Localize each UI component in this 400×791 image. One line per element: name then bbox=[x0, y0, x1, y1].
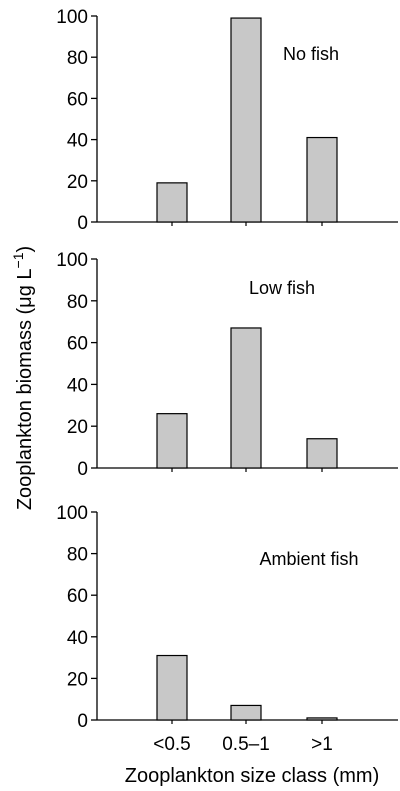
y-tick-label: 20 bbox=[67, 172, 88, 193]
y-tick-label: 100 bbox=[56, 503, 88, 524]
x-tick-label: <0.5 bbox=[153, 734, 191, 755]
x-axis-title: Zooplankton size class (mm) bbox=[125, 765, 380, 787]
panel-ambient-fish: 0 20 40 60 80 100 Ambient fish bbox=[56, 503, 398, 732]
y-axis-title: Zooplankton biomass (μg L−1) bbox=[10, 246, 36, 510]
y-tick-label: 40 bbox=[67, 131, 88, 152]
x-tick-label: 0.5–1 bbox=[222, 734, 270, 755]
panel-label-low-fish: Low fish bbox=[249, 278, 315, 298]
bar-no-fish-3 bbox=[306, 136, 338, 223]
panel-no-fish: 0 20 40 60 80 100 No fish bbox=[56, 7, 398, 234]
y-tick-label: 0 bbox=[77, 711, 88, 732]
y-tick-label: 20 bbox=[67, 417, 88, 438]
y-tick-label: 40 bbox=[67, 628, 88, 649]
y-tick-label: 60 bbox=[67, 334, 88, 355]
panel-low-fish: 0 20 40 60 80 100 Low fish bbox=[56, 250, 398, 480]
x-tick-labels: <0.5 0.5–1 >1 bbox=[153, 734, 333, 755]
panel-label-ambient-fish: Ambient fish bbox=[259, 549, 358, 569]
panel-label-no-fish: No fish bbox=[283, 44, 339, 64]
bar-low-fish-3 bbox=[306, 438, 338, 469]
bar-ambient-fish-3 bbox=[306, 717, 338, 721]
y-tick-label: 100 bbox=[56, 7, 88, 28]
y-tick-label: 0 bbox=[77, 459, 88, 480]
bar-ambient-fish-1 bbox=[156, 654, 188, 721]
y-tick-label: 80 bbox=[67, 292, 88, 313]
bar-ambient-fish-2 bbox=[230, 704, 262, 721]
bar-no-fish-2 bbox=[230, 17, 262, 223]
bar-low-fish-2 bbox=[230, 327, 262, 469]
y-tick-label: 100 bbox=[56, 250, 88, 271]
y-tick-label: 20 bbox=[67, 669, 88, 690]
y-tick-label: 60 bbox=[67, 586, 88, 607]
y-tick-label: 80 bbox=[67, 48, 88, 69]
y-tick-label: 0 bbox=[77, 213, 88, 234]
y-tick-label: 40 bbox=[67, 375, 88, 396]
y-tick-label: 80 bbox=[67, 545, 88, 566]
bar-low-fish-1 bbox=[156, 413, 188, 469]
x-tick-label: >1 bbox=[311, 734, 333, 755]
y-tick-label: 60 bbox=[67, 89, 88, 110]
bar-no-fish-1 bbox=[156, 182, 188, 223]
